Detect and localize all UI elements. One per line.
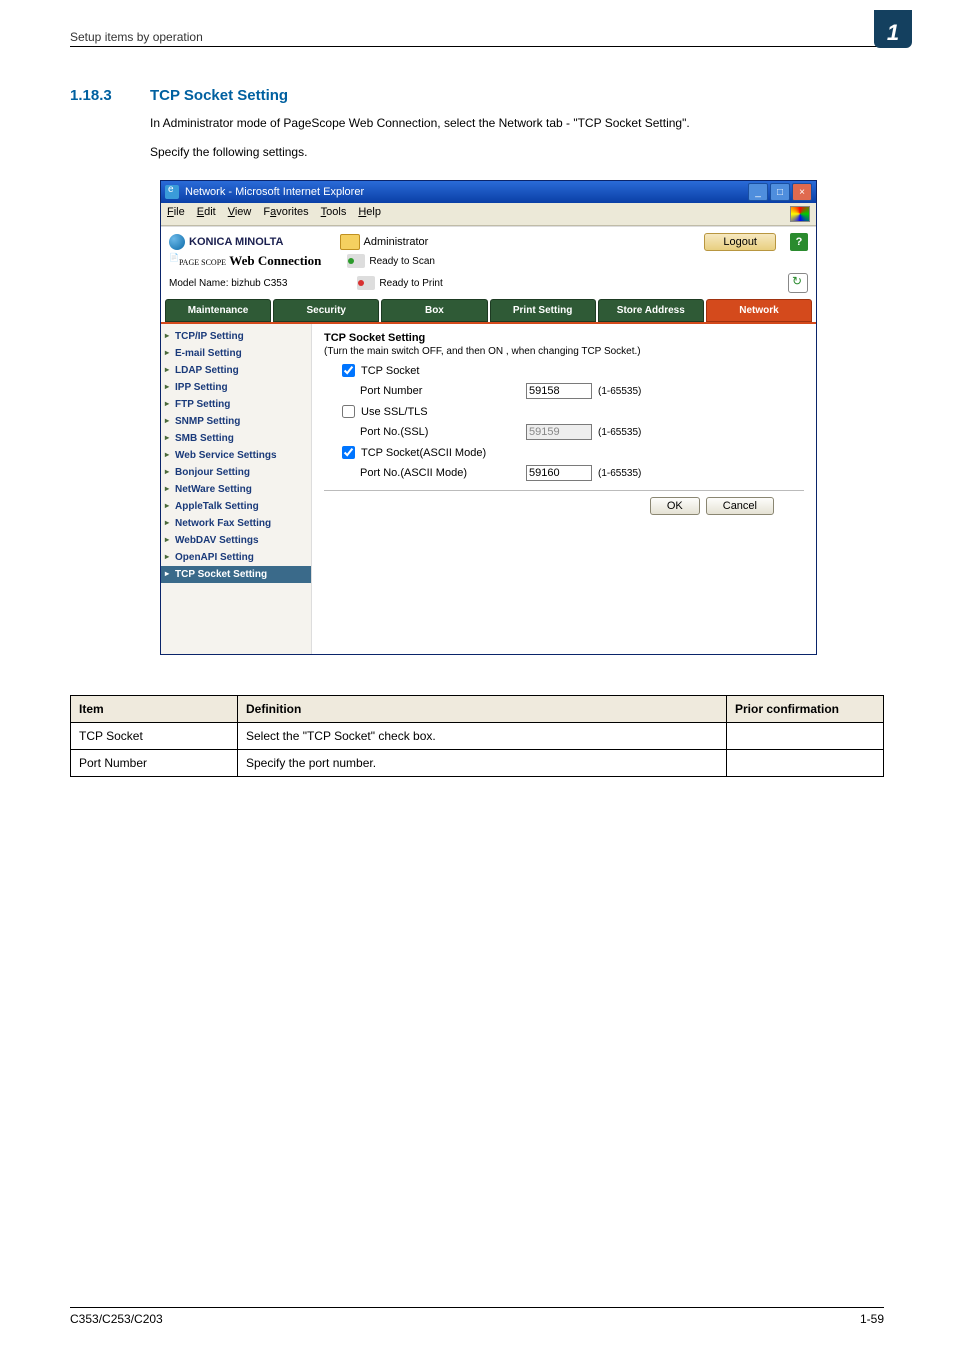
konica-mark-icon (169, 234, 185, 250)
tab-strip: MaintenanceSecurityBoxPrint SettingStore… (161, 299, 816, 322)
running-head-text: Setup items by operation (70, 30, 203, 44)
nav-bonjour-setting[interactable]: Bonjour Setting (161, 464, 311, 481)
nav-webdav-settings[interactable]: WebDAV Settings (161, 532, 311, 549)
nav-web-service-settings[interactable]: Web Service Settings (161, 447, 311, 464)
model-label: Model Name: bizhub C353 (169, 278, 287, 289)
nav-ftp-setting[interactable]: FTP Setting (161, 396, 311, 413)
tcp-socket-checkbox[interactable] (342, 364, 355, 377)
form-note: (Turn the main switch OFF, and then ON ,… (324, 346, 804, 357)
browser-window: Network - Microsoft Internet Explorer _ … (160, 180, 817, 655)
konica-logo: KONICA MINOLTA (169, 234, 284, 250)
cell-prior (727, 723, 884, 750)
tcp-ascii-checkbox[interactable] (342, 446, 355, 459)
port-number-range: (1-65535) (598, 386, 641, 397)
menu-tools[interactable]: Tools (321, 206, 347, 222)
tab-print-setting[interactable]: Print Setting (490, 299, 596, 322)
admin-label: Administrator (364, 236, 429, 248)
port-ssl-input[interactable] (526, 424, 592, 440)
tab-security[interactable]: Security (273, 299, 379, 322)
nav-network-fax-setting[interactable]: Network Fax Setting (161, 515, 311, 532)
use-ssl-label: Use SSL/TLS (361, 406, 428, 418)
nav-snmp-setting[interactable]: SNMP Setting (161, 413, 311, 430)
print-status-icon (357, 276, 375, 290)
titlebar: Network - Microsoft Internet Explorer _ … (161, 181, 816, 203)
port-ascii-input[interactable] (526, 465, 592, 481)
nav-tcp-socket-setting[interactable]: TCP Socket Setting (161, 566, 311, 583)
tcp-ascii-label: TCP Socket(ASCII Mode) (361, 447, 486, 459)
product-name: 📄PAGE SCOPE Web Connection (169, 253, 321, 269)
minimize-button[interactable]: _ (748, 183, 768, 201)
brand-text: KONICA MINOLTA (189, 236, 284, 248)
admin-icon (340, 234, 360, 250)
menu-favorites[interactable]: Favorites (263, 206, 308, 222)
scan-status-icon (347, 254, 365, 268)
form-title: TCP Socket Setting (324, 332, 804, 344)
nav-appletalk-setting[interactable]: AppleTalk Setting (161, 498, 311, 515)
port-ascii-label: Port No.(ASCII Mode) (360, 467, 520, 479)
nav-ldap-setting[interactable]: LDAP Setting (161, 362, 311, 379)
help-icon[interactable]: ? (790, 233, 808, 251)
cell-def: Select the "TCP Socket" check box. (238, 723, 727, 750)
menu-view[interactable]: View (228, 206, 252, 222)
intro-2: Specify the following settings. (150, 143, 884, 162)
nav-ipp-setting[interactable]: IPP Setting (161, 379, 311, 396)
scan-status: Ready to Scan (369, 256, 435, 267)
footer-left: C353/C253/C203 (70, 1312, 163, 1326)
running-head: Setup items by operation (70, 30, 884, 47)
menubar: File Edit View Favorites Tools Help (161, 203, 816, 226)
cell-def: Specify the port number. (238, 750, 727, 777)
port-ascii-range: (1-65535) (598, 468, 641, 479)
ie-icon (165, 185, 179, 199)
tab-maintenance[interactable]: Maintenance (165, 299, 271, 322)
port-ssl-label: Port No.(SSL) (360, 426, 520, 438)
use-ssl-checkbox[interactable] (342, 405, 355, 418)
menu-edit[interactable]: Edit (197, 206, 216, 222)
page-footer: C353/C253/C203 1-59 (70, 1307, 884, 1326)
logout-button[interactable]: Logout (704, 233, 776, 251)
intro-1: In Administrator mode of PageScope Web C… (150, 114, 884, 133)
port-number-input[interactable] (526, 383, 592, 399)
footer-right: 1-59 (860, 1312, 884, 1326)
cell-item: TCP Socket (71, 723, 238, 750)
tcp-socket-label: TCP Socket (361, 365, 420, 377)
port-ssl-range: (1-65535) (598, 427, 641, 438)
nav-e-mail-setting[interactable]: E-mail Setting (161, 345, 311, 362)
th-prior: Prior confirmation (727, 696, 884, 723)
print-status: Ready to Print (379, 278, 442, 289)
ie-flag-icon (790, 206, 810, 222)
menu-file[interactable]: File (167, 206, 185, 222)
nav-netware-setting[interactable]: NetWare Setting (161, 481, 311, 498)
th-item: Item (71, 696, 238, 723)
form-separator (324, 490, 804, 491)
cell-prior (727, 750, 884, 777)
section-number: 1.18.3 (70, 87, 150, 104)
port-number-label: Port Number (360, 385, 520, 397)
definition-table: Item Definition Prior confirmation TCP S… (70, 695, 884, 777)
tab-network[interactable]: Network (706, 299, 812, 322)
tab-box[interactable]: Box (381, 299, 487, 322)
table-row: Port NumberSpecify the port number. (71, 750, 884, 777)
section-heading: 1.18.3 TCP Socket Setting (70, 87, 884, 104)
section-title: TCP Socket Setting (150, 87, 288, 104)
chapter-badge: 1 (874, 10, 912, 48)
ok-button[interactable]: OK (650, 497, 700, 515)
cancel-button[interactable]: Cancel (706, 497, 774, 515)
refresh-icon[interactable] (788, 273, 808, 293)
table-row: TCP SocketSelect the "TCP Socket" check … (71, 723, 884, 750)
window-title: Network - Microsoft Internet Explorer (185, 186, 364, 198)
nav-tcp-ip-setting[interactable]: TCP/IP Setting (161, 328, 311, 345)
nav-smb-setting[interactable]: SMB Setting (161, 430, 311, 447)
th-definition: Definition (238, 696, 727, 723)
maximize-button[interactable]: □ (770, 183, 790, 201)
tab-store-address[interactable]: Store Address (598, 299, 704, 322)
side-nav: TCP/IP SettingE-mail SettingLDAP Setting… (161, 324, 312, 654)
nav-openapi-setting[interactable]: OpenAPI Setting (161, 549, 311, 566)
menu-help[interactable]: Help (358, 206, 381, 222)
form-area: TCP Socket Setting (Turn the main switch… (312, 324, 816, 654)
cell-item: Port Number (71, 750, 238, 777)
close-button[interactable]: × (792, 183, 812, 201)
